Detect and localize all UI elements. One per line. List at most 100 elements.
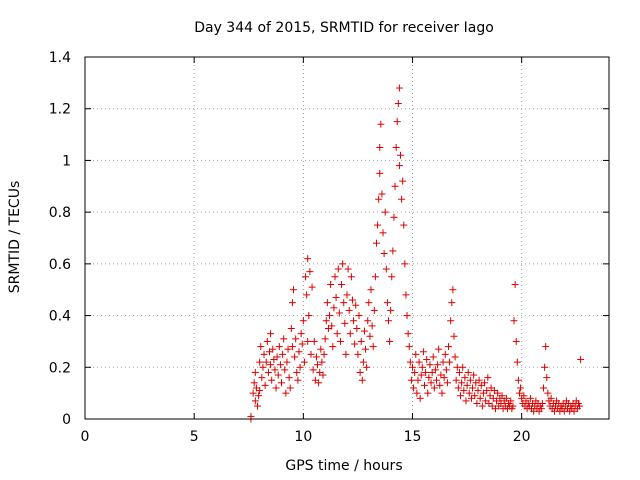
data-point [365,299,373,307]
data-point [405,343,413,351]
data-point [431,366,439,374]
data-point [332,293,340,301]
data-point [417,371,425,379]
data-point [314,361,322,369]
data-point [438,389,446,397]
data-point [440,374,448,382]
data-point [339,260,347,268]
data-point [295,348,303,356]
data-point [282,389,290,397]
data-point [283,358,291,366]
data-point [331,273,339,281]
data-point [388,273,396,281]
data-point [540,384,547,392]
data-point [369,343,377,351]
data-point [380,250,388,258]
data-point [409,363,416,371]
data-point [395,162,403,170]
data-point [474,387,482,395]
data-point [292,335,300,343]
data-point [363,363,371,371]
data-point [537,405,545,413]
data-point [446,358,454,366]
data-point [447,317,455,325]
data-point [418,363,426,371]
data-point [322,317,330,325]
y-axis-label: SRMTID / TECUs [7,181,23,294]
data-point [305,312,313,320]
y-tick-label: 1.4 [49,50,71,66]
data-point [426,361,434,369]
data-point [297,330,305,338]
x-tick-label: 10 [294,429,312,445]
data-point [330,304,338,312]
data-point [367,286,375,294]
data-point [515,389,523,397]
data-point [439,358,447,366]
data-point [327,281,335,289]
data-point [329,343,337,351]
data-point [304,337,312,345]
data-point [498,392,506,400]
data-point [306,268,314,276]
data-point [382,265,390,273]
data-point [273,353,281,361]
data-point [358,376,366,384]
chart-title: Day 344 of 2015, SRMTID for receiver Iag… [194,20,494,36]
data-point [288,299,296,307]
data-point [526,394,534,402]
data-points [247,84,585,423]
data-point [352,301,360,309]
data-point [291,353,299,361]
data-point [284,345,292,353]
data-point [399,177,407,185]
data-point [267,361,275,369]
data-point [368,322,376,330]
data-point [259,363,267,371]
data-point [276,361,284,369]
data-point [478,402,486,410]
data-point [274,371,282,379]
data-point [279,350,287,358]
data-point [271,366,279,374]
data-point [267,330,275,338]
x-tick-label: 20 [513,429,531,445]
data-point [387,306,395,314]
data-point [410,384,418,392]
y-tick-label: 0 [62,412,71,428]
y-tick-label: 0.6 [49,257,71,273]
data-point [298,340,306,348]
data-point [364,317,372,325]
data-point [460,387,468,395]
data-point [475,376,483,384]
data-point [278,379,285,387]
data-point [376,144,384,151]
data-point [510,317,518,325]
data-point [462,397,470,405]
data-point [260,350,268,358]
data-point [442,366,450,374]
data-point [272,384,280,392]
x-tick-label: 5 [190,429,199,445]
data-point [257,343,265,351]
y-tick-label: 0.8 [49,205,71,221]
data-point [286,384,294,392]
data-point [384,317,392,325]
data-point [356,368,364,376]
data-point [374,221,382,229]
data-point [268,376,276,384]
data-point [255,392,263,400]
data-point [403,312,411,320]
data-point [544,389,552,397]
data-point [256,387,264,395]
data-point [393,118,401,126]
data-point [251,397,259,405]
data-point [402,291,410,299]
data-point [511,281,519,289]
data-point [275,343,283,351]
data-point [513,358,521,366]
data-point [434,361,442,369]
data-point [421,381,429,389]
data-point [407,376,415,384]
data-point [441,350,449,358]
